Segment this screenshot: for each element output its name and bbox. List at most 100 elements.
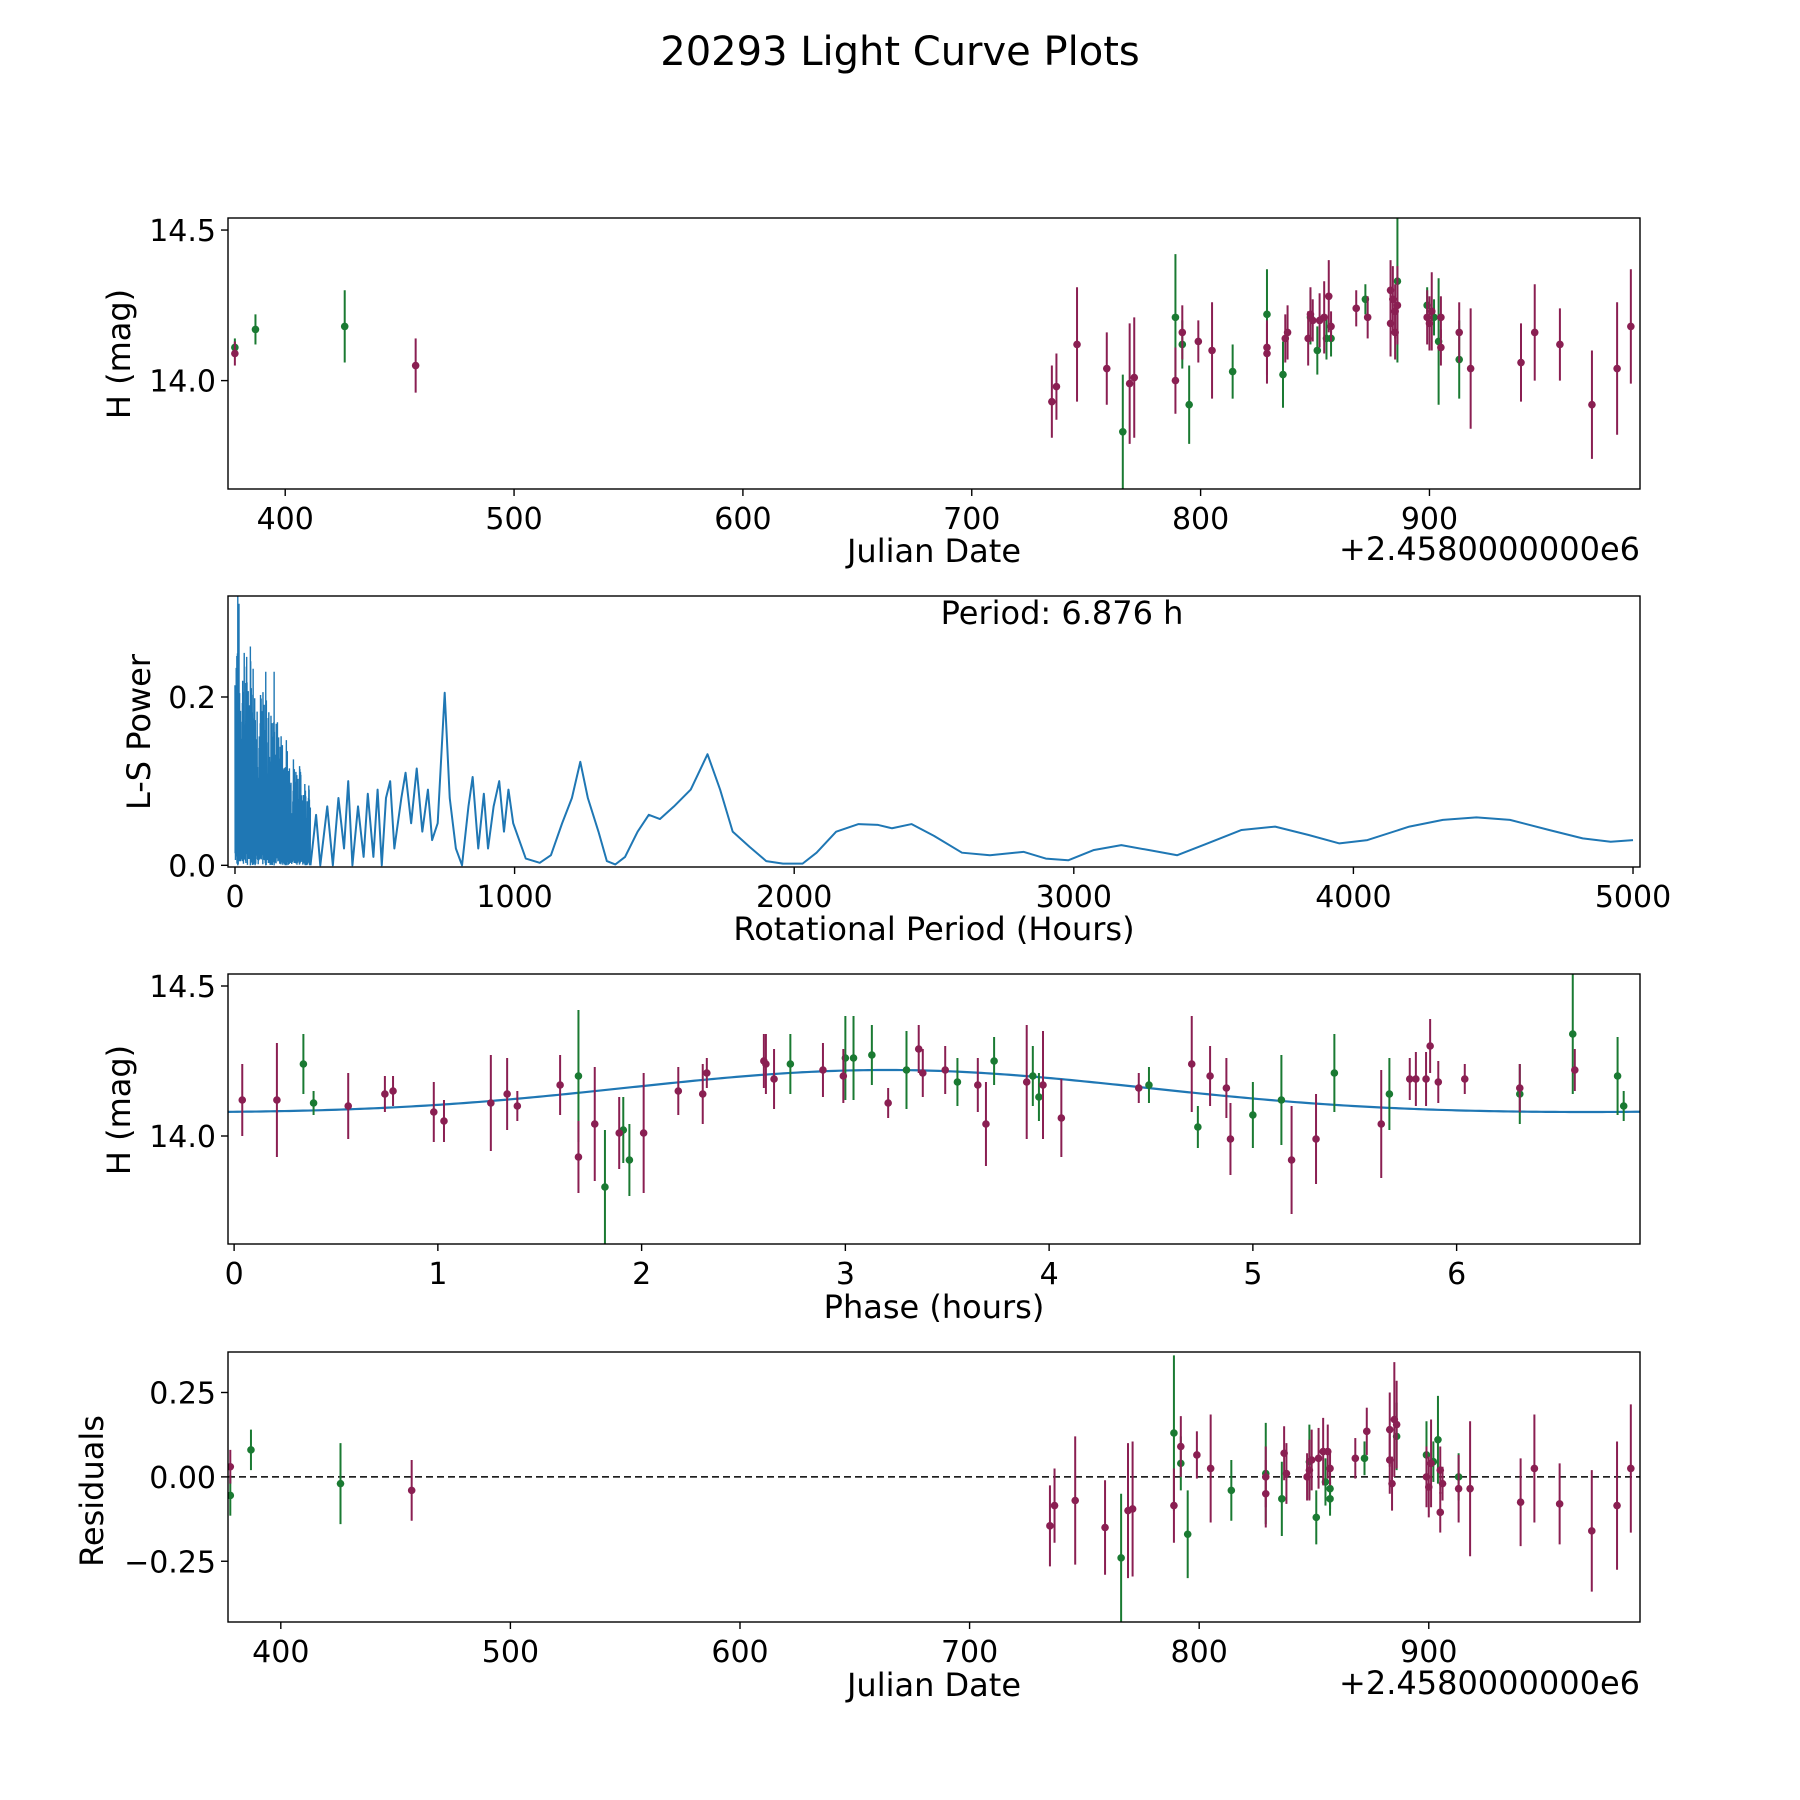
data-point [1330, 1069, 1339, 1077]
data-point [1263, 310, 1271, 319]
data-point [556, 1081, 564, 1089]
data-point [698, 1090, 707, 1098]
lightcurve-plot-area [231, 218, 1635, 489]
data-point [1619, 1102, 1628, 1110]
data-point [1177, 1442, 1185, 1451]
data-point [1466, 1484, 1474, 1493]
data-point [1312, 1135, 1320, 1143]
lightcurve-frame [227, 217, 1641, 490]
x-tick-label: 4 [1040, 1257, 1059, 1292]
data-point [1187, 1060, 1196, 1068]
x-tick-label: 0 [225, 880, 244, 915]
data-point [1208, 346, 1216, 355]
data-point [1352, 304, 1361, 313]
data-point [1392, 1420, 1401, 1429]
data-point [1588, 400, 1596, 409]
data-point [1128, 1505, 1137, 1513]
y-tick-label: 0.25 [149, 1377, 216, 1412]
data-point [1261, 1473, 1270, 1481]
data-point [1278, 1495, 1286, 1503]
residuals-xticks: 400 500 600 700 800 900 [252, 1622, 1457, 1670]
data-point [487, 1099, 495, 1107]
data-point [228, 1491, 235, 1500]
data-point [674, 1087, 683, 1095]
data-point [1185, 400, 1193, 409]
data-point [1171, 376, 1180, 385]
data-point [1627, 322, 1635, 331]
x-tick-label: 700 [943, 502, 1000, 537]
data-point [1029, 1072, 1037, 1080]
panel-residuals: 400 500 600 700 800 900 −0.25 0.00 0.25 Julian … [73, 1351, 1641, 1704]
data-point [1178, 328, 1187, 337]
residuals-plot-area [228, 1355, 1640, 1622]
lightcurve-yticks: 14.0 14.5 [149, 214, 228, 400]
x-tick-label: 5000 [1595, 880, 1671, 915]
series-g [299, 974, 1628, 1244]
y-tick-label: −0.25 [124, 1545, 216, 1580]
data-point [503, 1090, 511, 1098]
x-tick-label: 3000 [1036, 880, 1112, 915]
x-tick-label: 900 [1400, 1635, 1457, 1670]
data-point [1073, 340, 1081, 349]
data-point [344, 1102, 353, 1110]
data-point [1324, 292, 1333, 301]
data-point [914, 1045, 923, 1053]
x-tick-label: 5 [1243, 1257, 1262, 1292]
y-tick-label: 0.0 [168, 849, 216, 884]
data-point [1455, 328, 1464, 337]
data-point [1134, 1084, 1143, 1092]
x-tick-label: 2 [632, 1257, 651, 1292]
data-point [1308, 316, 1317, 325]
residuals-marks [228, 1355, 1640, 1622]
data-point [251, 325, 260, 334]
residuals-yticks: −0.25 0.00 0.25 [124, 1377, 228, 1580]
model-fit-curve [228, 1068, 1640, 1114]
periodogram-annotation: Period: 6.876 h [941, 594, 1184, 632]
data-point [953, 1078, 962, 1086]
data-point [1393, 301, 1402, 310]
x-tick-label: 0 [225, 1257, 244, 1292]
periodogram-curve [309, 691, 1634, 867]
data-point [1102, 364, 1111, 373]
data-point [1568, 1030, 1577, 1038]
data-point [411, 361, 420, 370]
data-point [1101, 1523, 1109, 1532]
data-point [1555, 1500, 1564, 1508]
x-tick-label: 2000 [756, 880, 832, 915]
data-point [1437, 343, 1445, 352]
data-point [574, 1153, 583, 1161]
data-point [1035, 1093, 1043, 1101]
data-point [1287, 1156, 1296, 1164]
series-r [238, 1016, 1579, 1214]
x-tick-label: 800 [1172, 502, 1229, 537]
panel-phased: 0 1 2 3 4 5 6 14.0 14.5 Phase (hours) H (mag) [100, 970, 1641, 1326]
data-point [1226, 1135, 1235, 1143]
residuals-offset-label: +2.4580000000e6 [1339, 1664, 1640, 1702]
data-point [1052, 382, 1061, 391]
data-point [1517, 358, 1525, 367]
data-point [228, 1462, 235, 1471]
data-point [1436, 1508, 1445, 1517]
data-point [1427, 1459, 1435, 1468]
data-point [1227, 1486, 1236, 1495]
data-point [1320, 313, 1328, 322]
data-point [1249, 1111, 1257, 1119]
phased-yticks: 14.0 14.5 [149, 970, 228, 1155]
data-point [231, 349, 239, 358]
data-point [1170, 1501, 1178, 1510]
data-point [574, 1072, 583, 1080]
data-point [1222, 1084, 1231, 1092]
y-tick-label: 14.0 [149, 365, 216, 400]
data-point [1071, 1496, 1079, 1505]
data-point [1145, 1081, 1153, 1089]
data-point [1437, 313, 1445, 322]
data-point [918, 1069, 927, 1077]
data-point [1206, 1464, 1215, 1473]
data-point [247, 1446, 255, 1454]
phased-plot-area [228, 974, 1640, 1244]
lightcurve-ylabel: H (mag) [100, 289, 138, 419]
data-point [1327, 322, 1335, 331]
data-point [309, 1099, 318, 1107]
y-tick-label: 14.0 [149, 1120, 216, 1155]
